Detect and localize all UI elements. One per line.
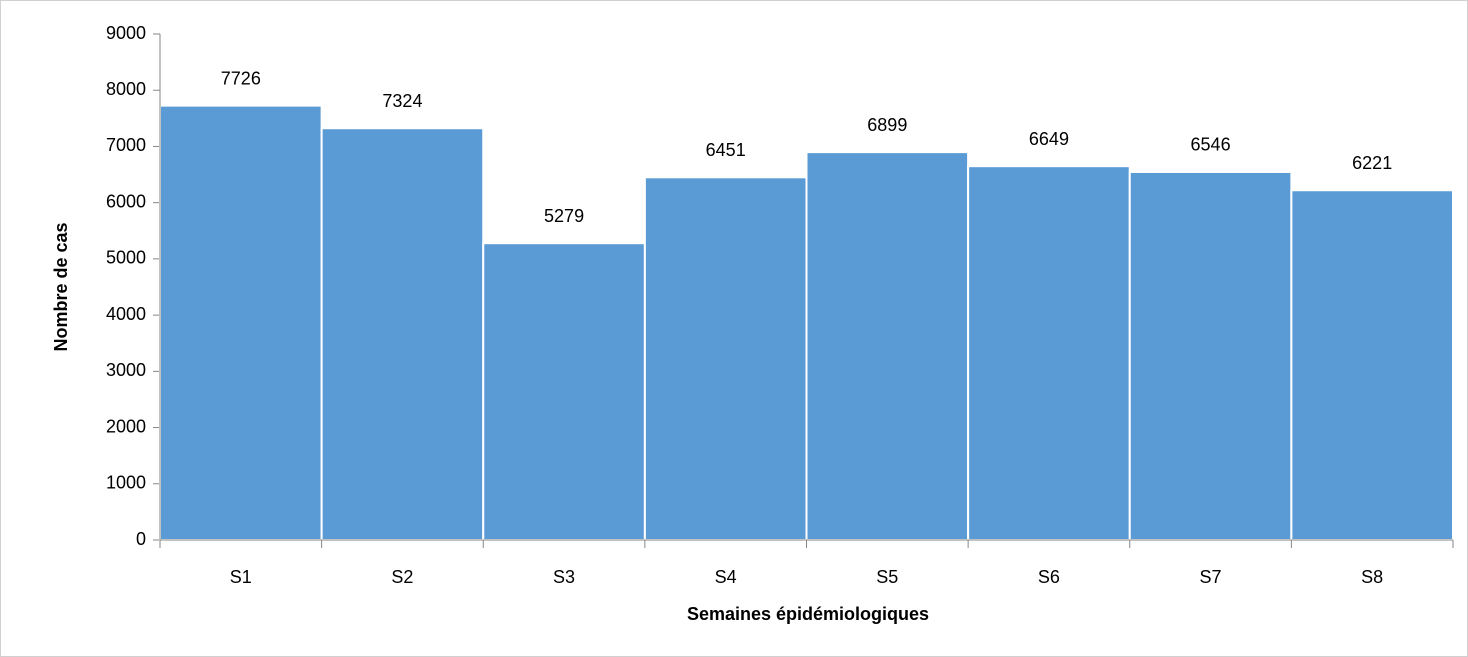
y-tick-label: 1000 (106, 473, 146, 493)
y-tick-label: 4000 (106, 304, 146, 324)
bar (482, 242, 646, 542)
bar (1290, 189, 1454, 542)
bar (1128, 170, 1293, 541)
data-label: 6221 (1352, 153, 1392, 173)
y-tick-label: 6000 (106, 191, 146, 211)
bar (643, 176, 808, 541)
bar (805, 151, 970, 541)
x-tick-label: S4 (715, 567, 737, 587)
y-tick-label: 7000 (106, 135, 146, 155)
data-label: 6649 (1029, 129, 1069, 149)
y-tick-label: 9000 (106, 23, 146, 43)
x-tick-label: S3 (553, 567, 575, 587)
data-label: 6451 (706, 140, 746, 160)
data-label: 7726 (221, 68, 261, 88)
y-tick-label: 5000 (106, 248, 146, 268)
x-axis-title: Semaines épidémiologiques (687, 604, 929, 624)
x-tick-label: S6 (1038, 567, 1060, 587)
data-label: 6899 (867, 115, 907, 135)
x-tick-label: S1 (230, 567, 252, 587)
x-tick-label: S8 (1361, 567, 1383, 587)
x-tick-label: S2 (391, 567, 413, 587)
data-label: 7324 (382, 91, 422, 111)
x-tick-label: S5 (876, 567, 898, 587)
bar (967, 165, 1131, 542)
x-tick-label: S7 (1200, 567, 1222, 587)
y-tick-label: 8000 (106, 79, 146, 99)
bar (320, 127, 485, 541)
data-label: 6546 (1191, 135, 1231, 155)
data-label: 5279 (544, 206, 584, 226)
y-tick-label: 2000 (106, 416, 146, 436)
y-tick-label: 0 (136, 529, 146, 549)
y-tick-label: 3000 (106, 360, 146, 380)
y-axis-title: Nombre de cas (51, 222, 71, 351)
bar (159, 104, 323, 542)
